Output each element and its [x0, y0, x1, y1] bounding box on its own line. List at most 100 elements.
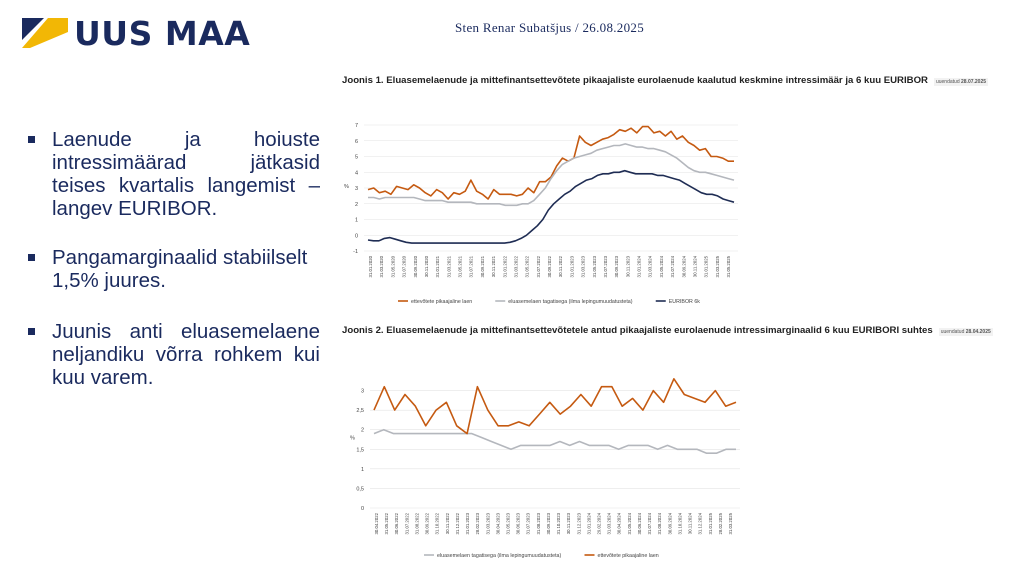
chart-1-x-tick-label: 31.03.2024 — [648, 255, 653, 277]
chart-2-title-text: Joonis 2. Eluasemelaenude ja mittefinant… — [342, 325, 933, 336]
chart-1-block: Joonis 1. Eluasemelaenude ja mittefinant… — [338, 75, 1018, 315]
chart-1-x-tick-label: 31.01.2024 — [637, 255, 642, 277]
chart-2-x-tick-label: 31.12.2022 — [455, 512, 460, 534]
chart-2-y-tick-label: 1,5 — [356, 447, 364, 453]
chart-2-y-tick-label: 0 — [361, 506, 364, 512]
chart-2-legend-label-2: ettevõtete pikaajaline laen — [598, 553, 659, 559]
chart-2-x-tick-label: 31.07.2023 — [526, 512, 531, 534]
chart-1-y-tick-label: 1 — [355, 218, 358, 224]
chart-2-legend-label-1: eluasemelaen tagatisega (ilma lepingumuu… — [437, 553, 561, 559]
bullet-square-icon — [28, 136, 35, 143]
chart-2-x-tick-label: 30.09.2022 — [425, 512, 430, 534]
chart-2-updated-badge: uuendatud 28.04.2025 — [938, 328, 993, 336]
chart-1-x-tick-label: 31.03.2022 — [513, 255, 518, 277]
chart-2-y-tick-label: 1 — [361, 467, 364, 473]
chart-2-y-tick-label: 0,5 — [356, 486, 364, 492]
chart-2-plot: 0 0,5 1 1,5 2 2,5 3% 30.04.2022 31.05.2022 30.06.… — [350, 377, 740, 559]
chart-1-x-tick-label: 30.09.2023 — [614, 255, 619, 277]
chart-2-x-tick-label: 30.11.2024 — [688, 512, 693, 534]
chart-2-title: Joonis 2. Eluasemelaenude ja mittefinant… — [342, 325, 993, 336]
chart-2-x-tick-label: 28.02.2025 — [718, 512, 723, 534]
chart-1-updated-date: 28.07.2025 — [961, 79, 987, 85]
chart-1-x-tick-label: 31.05.2024 — [659, 255, 664, 277]
chart-1-y-tick-label: 2 — [355, 202, 358, 208]
chart-1-x-tick-label: 31.01.2022 — [502, 255, 507, 277]
chart-2-x-tick-label: 30.09.2024 — [667, 512, 672, 534]
chart-1-x-tick-label: 30.09.2024 — [681, 255, 686, 277]
chart-2-x-tick-label: 30.06.2022 — [394, 512, 399, 534]
chart-1-x-tick-label: 30.11.2022 — [558, 255, 563, 277]
chart-1-updated-label: uuendatud — [935, 79, 960, 85]
chart-1-x-tick-label: 30.11.2021 — [491, 255, 496, 277]
chart-1-x-tick-label: 30.09.2022 — [547, 255, 552, 277]
chart-1-x-tick-label: 30.11.2024 — [692, 255, 697, 277]
chart-1-x-tick-label: 31.01.2025 — [704, 255, 709, 277]
chart-1-x-tick-label: 30.11.2023 — [625, 255, 630, 277]
bullet-square-icon — [28, 328, 35, 335]
chart-2-x-tick-label: 29.02.2024 — [597, 512, 602, 534]
chart-2-series-line-2 — [373, 377, 737, 435]
chart-2-x-tick-label: 30.06.2023 — [516, 512, 521, 534]
chart-2-x-tick-label: 31.05.2023 — [505, 512, 510, 534]
chart-1-x-tick-label: 31.07.2020 — [402, 255, 407, 277]
chart-2-y-tick-label: 2 — [361, 428, 364, 434]
chart-2-x-tick-label: 30.04.2023 — [495, 512, 500, 534]
logo-mark-icon — [22, 18, 68, 48]
chart-1-legend-label-1: ettevõtete pikaajaline laen — [411, 299, 472, 305]
chart-1-x-tick-label: 30.11.2020 — [424, 255, 429, 277]
uus-maa-logo: UUS MAA — [22, 14, 262, 53]
chart-1-plot: -1 0 1 2 3 4 5 6 7% 31.01.2020 31.03.2020 31.05.202… — [344, 123, 738, 305]
chart-2-x-tick-label: 31.03.2023 — [485, 512, 490, 534]
chart-2-x-tick-label: 31.12.2023 — [576, 512, 581, 534]
chart-1-y-tick-label: 3 — [355, 186, 358, 192]
chart-1-title-text: Joonis 1. Eluasemelaenude ja mittefinant… — [342, 75, 928, 86]
bullet-list: Laenude ja hoiuste intressimäärad jätkas… — [28, 128, 320, 415]
chart-1-x-tick-label: 31.01.2020 — [368, 255, 373, 277]
chart-2-x-tick-label: 31.10.2023 — [556, 512, 561, 534]
chart-2-series-line-1 — [373, 428, 736, 454]
chart-2-updated-label: uuendatud — [940, 329, 965, 335]
bullet-square-icon — [28, 254, 35, 261]
chart-2-x-tick-label: 30.04.2024 — [617, 512, 622, 534]
chart-1-x-tick-label: 31.03.2021 — [446, 255, 451, 277]
chart-1-series-line-3 — [367, 169, 735, 244]
chart-1-x-tick-label: 30.09.2021 — [480, 255, 485, 277]
chart-1-y-tick-label: -1 — [353, 249, 358, 255]
chart-2-x-tick-label: 31.12.2024 — [698, 512, 703, 534]
chart-2-x-tick-label: 31.10.2022 — [435, 512, 440, 534]
chart-1-x-tick-label: 31.03.2020 — [379, 255, 384, 277]
chart-1-x-tick-label: 31.05.2022 — [525, 255, 530, 277]
chart-1-series-line-2 — [368, 143, 735, 207]
chart-2-y-axis-label: % — [350, 436, 355, 442]
chart-1-title: Joonis 1. Eluasemelaenude ja mittefinant… — [342, 75, 989, 86]
chart-2-updated-date: 28.04.2025 — [965, 329, 991, 335]
chart-2-x-tick-label: 31.08.2023 — [536, 512, 541, 534]
author-date-line: Sten Renar Subatšjus / 26.08.2025 — [455, 20, 645, 35]
chart-1-y-tick-label: 6 — [355, 139, 358, 145]
chart-1-x-tick-label: 31.01.2023 — [569, 255, 574, 277]
chart-1-x-tick-label: 30.09.2020 — [413, 255, 418, 277]
chart-2-x-tick-label: 31.10.2024 — [677, 512, 682, 534]
bullet-text: Pangamarginaalid stabiilselt 1,5% juures… — [52, 246, 308, 292]
chart-2-x-tick-label: 31.07.2022 — [404, 512, 409, 534]
chart-2-x-tick-label: 28.02.2023 — [475, 512, 480, 534]
chart-2-x-tick-label: 30.04.2022 — [374, 512, 379, 534]
chart-1-y-tick-label: 4 — [355, 170, 358, 176]
chart-1-y-tick-label: 0 — [355, 233, 358, 239]
chart-2-x-tick-label: 31.01.2024 — [586, 512, 591, 534]
chart-1-x-tick-label: 31.03.2023 — [581, 255, 586, 277]
chart-1-y-tick-label: 7 — [355, 123, 358, 129]
chart-1-x-tick-label: 31.07.2023 — [603, 255, 608, 277]
bullet-item: Laenude ja hoiuste intressimäärad jätkas… — [28, 128, 320, 220]
chart-1-x-tick-label: 31.01.2021 — [435, 255, 440, 277]
chart-2-x-tick-label: 31.05.2024 — [627, 512, 632, 534]
chart-1-legend-label-2: eluasemelaen tagatisega (ilma lepingumuu… — [508, 299, 632, 305]
bullet-text: Juunis anti eluasemelaene neljandiku võr… — [52, 320, 320, 389]
bullet-text: Laenude ja hoiuste intressimäärad jätkas… — [52, 128, 320, 220]
chart-1-x-tick-label: 31.05.2020 — [390, 255, 395, 277]
chart-2-x-tick-label: 31.01.2023 — [465, 512, 470, 534]
chart-2-x-tick-label: 31.01.2025 — [708, 512, 713, 534]
chart-2-block: Joonis 2. Eluasemelaenude ja mittefinant… — [338, 325, 1018, 570]
chart-1-y-axis-label: % — [344, 184, 349, 190]
chart-2-x-tick-label: 30.06.2024 — [637, 512, 642, 534]
